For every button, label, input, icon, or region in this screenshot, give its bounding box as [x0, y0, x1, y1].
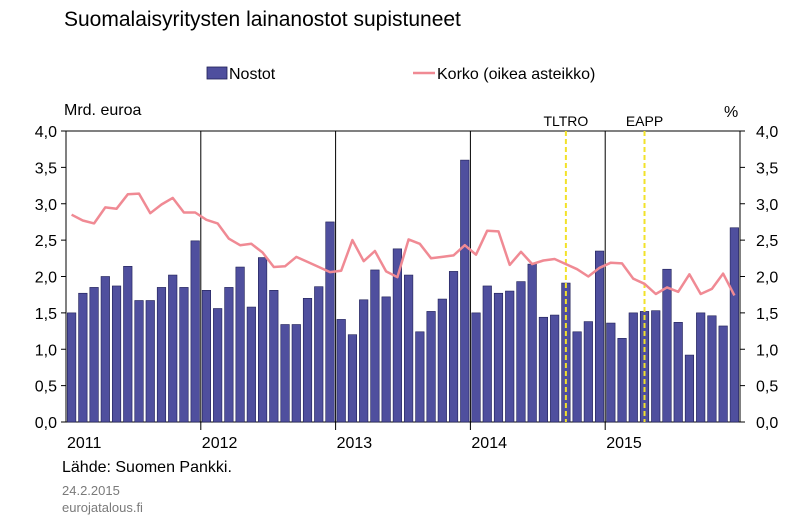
annotation-label: EAPP	[626, 113, 663, 129]
bar-nostot	[179, 287, 189, 423]
bar-nostot	[359, 299, 369, 423]
bar-nostot	[258, 257, 268, 423]
left-tick-label: 3,5	[35, 160, 57, 177]
bar-nostot	[595, 250, 605, 423]
annotation-label: TLTRO	[543, 113, 588, 129]
left-tick-label: 0,5	[35, 379, 57, 396]
bar-nostot	[370, 269, 380, 423]
x-tick-label: 2015	[606, 435, 642, 452]
left-tick-label: 2,0	[35, 270, 57, 287]
bar-nostot	[100, 276, 110, 423]
left-tick-label: 2,5	[35, 233, 57, 250]
bar-nostot	[527, 263, 537, 423]
bar-nostot	[381, 296, 391, 423]
bar-nostot	[673, 322, 683, 423]
bar-nostot	[392, 248, 402, 423]
bar-nostot	[471, 312, 481, 423]
bar-nostot	[111, 285, 122, 423]
bar-nostot	[302, 298, 313, 423]
bar-nostot	[572, 331, 582, 423]
bar-nostot	[415, 331, 425, 423]
plot-frame	[65, 130, 741, 423]
right-tick-label: 3,0	[756, 197, 778, 214]
bar-nostot	[145, 300, 155, 423]
bar-nostot	[426, 311, 436, 423]
right-tick-label: 1,5	[756, 306, 778, 323]
bar-nostot	[78, 292, 88, 423]
bar-nostot	[684, 354, 695, 423]
publish-date: 24.2.2015	[62, 483, 120, 498]
x-tick-label: 2011	[67, 435, 102, 452]
bar-nostot	[651, 310, 661, 423]
bar-nostot	[89, 287, 99, 423]
bar-nostot	[280, 324, 290, 423]
korko-line	[71, 192, 736, 296]
left-tick-label: 4,0	[35, 124, 57, 141]
source-note: Lähde: Suomen Pankki.	[62, 459, 232, 476]
x-tick-label: 2014	[471, 435, 507, 452]
bar-nostot	[269, 290, 279, 423]
legend-label-nostot: Nostot	[229, 66, 276, 83]
right-tick-label: 2,0	[756, 270, 778, 287]
left-tick-label: 1,5	[35, 306, 57, 323]
right-axis-unit: %	[724, 104, 739, 121]
bar-nostot	[67, 312, 77, 423]
bar-nostot	[718, 325, 728, 423]
legend-swatch-nostot	[206, 66, 228, 80]
right-tick-label: 0,5	[756, 379, 778, 396]
right-tick-label: 0,0	[756, 415, 778, 432]
bar-nostot	[448, 271, 459, 423]
right-tick-label: 2,5	[756, 233, 778, 250]
bar-nostot	[123, 266, 133, 423]
bar-nostot	[201, 290, 211, 423]
left-tick-label: 3,0	[35, 197, 57, 214]
bar-nostot	[134, 300, 144, 423]
legend-label-korko: Korko (oikea asteikko)	[437, 66, 595, 83]
bar-nostot	[235, 266, 245, 423]
site-name: eurojatalous.fi	[62, 500, 143, 515]
bar-nostot	[729, 227, 739, 423]
bar-nostot	[505, 290, 515, 423]
bar-nostot	[460, 159, 470, 423]
bar-nostot	[291, 324, 301, 423]
bar-nostot	[168, 274, 178, 423]
bar-nostot	[628, 312, 638, 423]
bar-nostot	[482, 285, 492, 423]
bar-nostot	[662, 268, 672, 423]
bar-nostot	[696, 312, 706, 423]
bar-nostot	[224, 287, 234, 423]
bar-nostot	[516, 281, 526, 423]
bar-nostot	[314, 286, 324, 423]
bar-nostot	[538, 316, 548, 423]
x-tick-label: 2013	[337, 435, 373, 452]
x-tick-label: 2012	[202, 435, 238, 452]
bar-nostot	[617, 338, 627, 423]
right-tick-label: 1,0	[756, 342, 778, 359]
bar-nostot	[325, 221, 335, 423]
right-tick-label: 3,5	[756, 160, 778, 177]
bar-nostot	[707, 315, 717, 423]
bar-nostot	[336, 319, 346, 423]
bar-nostot	[190, 240, 200, 423]
left-tick-label: 1,0	[35, 342, 57, 359]
chart-title: Suomalaisyritysten lainanostot supistune…	[64, 8, 461, 31]
bar-nostot	[550, 314, 560, 423]
bar-nostot	[583, 321, 593, 423]
left-axis-unit: Mrd. euroa	[64, 102, 142, 119]
bar-nostot	[493, 292, 504, 423]
bar-nostot	[437, 298, 447, 423]
right-tick-label: 4,0	[756, 124, 778, 141]
bar-nostot	[606, 322, 616, 423]
left-tick-label: 0,0	[35, 415, 57, 432]
bar-nostot	[156, 287, 167, 423]
bar-nostot	[246, 306, 256, 423]
bar-nostot	[404, 274, 414, 423]
bar-nostot	[347, 334, 358, 423]
bar-nostot	[213, 308, 223, 423]
